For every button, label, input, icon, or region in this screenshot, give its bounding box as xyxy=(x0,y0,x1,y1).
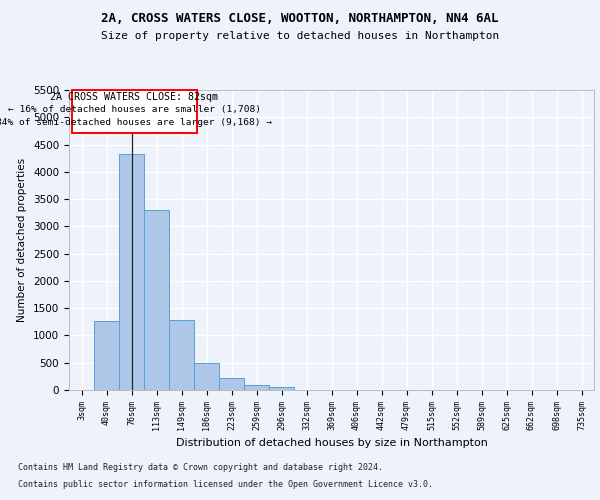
Y-axis label: Number of detached properties: Number of detached properties xyxy=(17,158,28,322)
Bar xyxy=(219,378,244,390)
Bar xyxy=(194,364,219,390)
Text: 2A, CROSS WATERS CLOSE, WOOTTON, NORTHAMPTON, NN4 6AL: 2A, CROSS WATERS CLOSE, WOOTTON, NORTHAM… xyxy=(101,12,499,26)
Bar xyxy=(119,154,144,390)
Bar xyxy=(94,320,119,390)
Text: Contains HM Land Registry data © Crown copyright and database right 2024.: Contains HM Land Registry data © Crown c… xyxy=(18,464,383,472)
Bar xyxy=(71,90,197,133)
Bar xyxy=(144,210,169,390)
Text: 84% of semi-detached houses are larger (9,168) →: 84% of semi-detached houses are larger (… xyxy=(0,118,272,127)
Text: Size of property relative to detached houses in Northampton: Size of property relative to detached ho… xyxy=(101,31,499,41)
X-axis label: Distribution of detached houses by size in Northampton: Distribution of detached houses by size … xyxy=(176,438,487,448)
Text: Contains public sector information licensed under the Open Government Licence v3: Contains public sector information licen… xyxy=(18,480,433,489)
Bar xyxy=(169,320,194,390)
Bar xyxy=(244,385,269,390)
Bar xyxy=(269,386,294,390)
Text: ← 16% of detached houses are smaller (1,708): ← 16% of detached houses are smaller (1,… xyxy=(7,105,260,114)
Text: 2A CROSS WATERS CLOSE: 82sqm: 2A CROSS WATERS CLOSE: 82sqm xyxy=(50,92,218,102)
